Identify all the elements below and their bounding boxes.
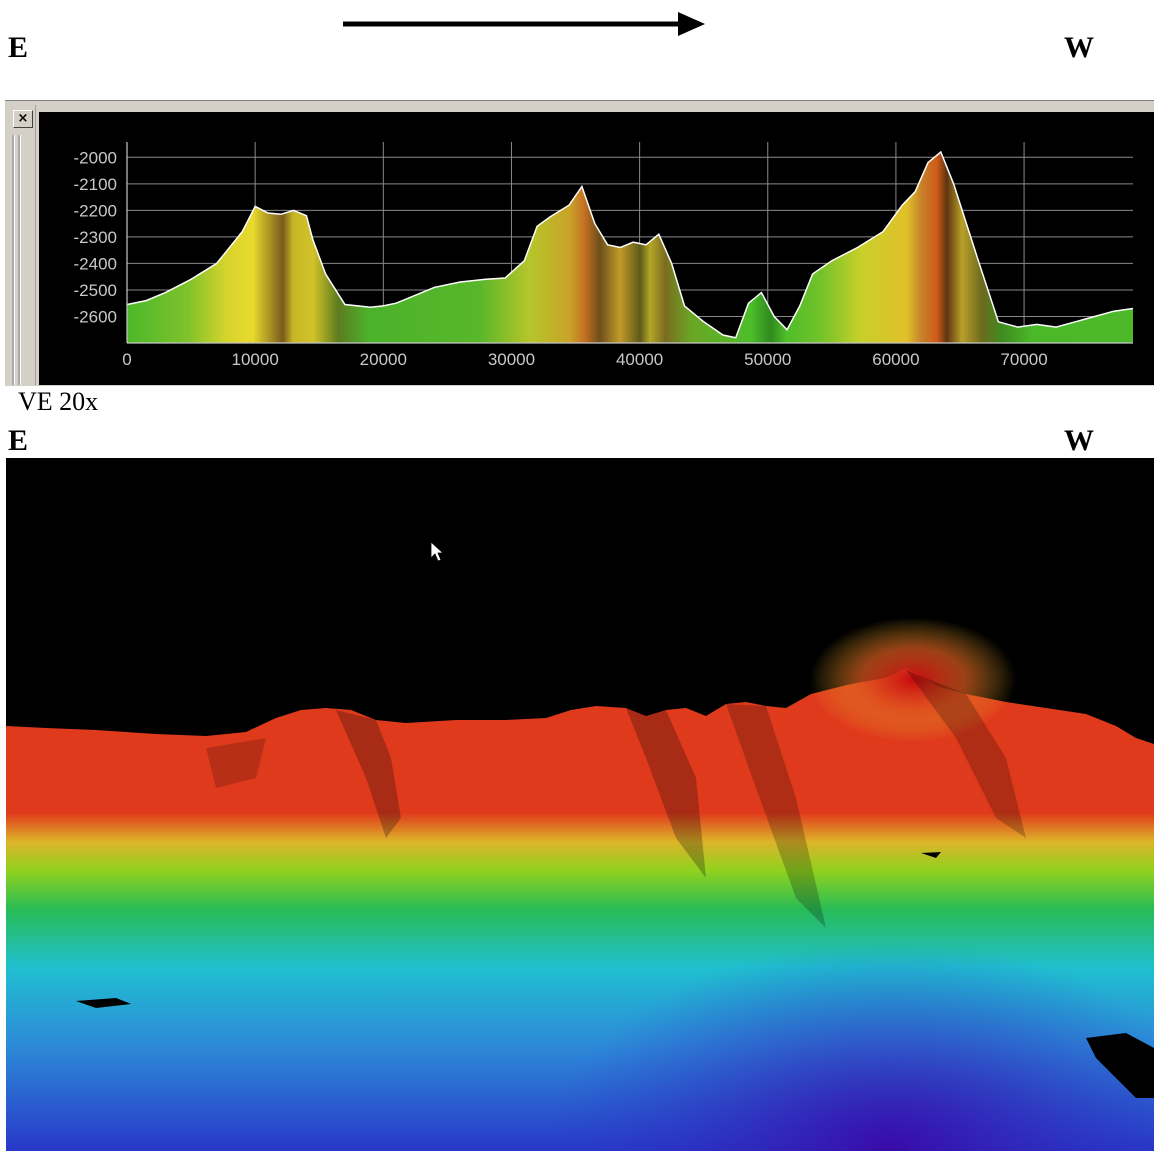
- east-label-top: E: [8, 31, 29, 64]
- elevation-area: [127, 152, 1133, 343]
- data-gap-1: [1086, 1033, 1154, 1098]
- west-label-top: W: [1064, 31, 1094, 64]
- y-tick-label: -2600: [74, 307, 117, 326]
- close-icon[interactable]: ×: [13, 110, 33, 128]
- terrain-3d-view: [6, 458, 1154, 1151]
- ridge-shadow-1: [336, 710, 401, 838]
- x-tick-label: 20000: [360, 350, 407, 369]
- mouse-pointer-icon: [430, 541, 445, 562]
- y-tick-label: -2100: [74, 175, 117, 194]
- y-tick-label: -2400: [74, 254, 117, 273]
- elevation-profile-chart: -2000 -2100 -2200 -2300 -2400 -2500 -2600 0 100…: [39, 112, 1154, 385]
- x-tick-labels: 0 10000 20000 30000 40000 50000 60000 70000: [122, 350, 1047, 369]
- data-gap-3: [921, 852, 941, 858]
- elevation-line: [126, 150, 1134, 339]
- right-arrow-icon: [343, 12, 705, 36]
- y-tick-label: -2200: [74, 201, 117, 220]
- ridge-shadow-2: [626, 708, 706, 878]
- x-tick-label: 60000: [872, 350, 919, 369]
- x-tick-label: 50000: [744, 350, 791, 369]
- ridge-shadow-3: [726, 704, 826, 928]
- y-tick-labels: -2000 -2100 -2200 -2300 -2400 -2500 -2600: [74, 148, 117, 326]
- y-tick-label: -2300: [74, 228, 117, 247]
- data-gap-2: [76, 998, 131, 1008]
- east-label-bottom: E: [8, 424, 29, 457]
- y-tick-label: -2000: [74, 148, 117, 167]
- y-tick-label: -2500: [74, 281, 117, 300]
- x-tick-label: 0: [122, 350, 131, 369]
- axes: [126, 142, 1133, 344]
- west-label-bottom: W: [1064, 424, 1094, 457]
- vertical-exaggeration-label: VE 20x: [18, 387, 99, 416]
- window-side-panel: [5, 105, 36, 385]
- x-tick-label: 30000: [488, 350, 535, 369]
- x-tick-label: 40000: [616, 350, 663, 369]
- ridge-shadow-5: [206, 738, 266, 788]
- ridge-shadow-4: [906, 670, 1026, 838]
- elevation-profile-window: ×: [5, 100, 1154, 386]
- x-tick-label: 10000: [232, 350, 279, 369]
- x-tick-label: 70000: [1000, 350, 1047, 369]
